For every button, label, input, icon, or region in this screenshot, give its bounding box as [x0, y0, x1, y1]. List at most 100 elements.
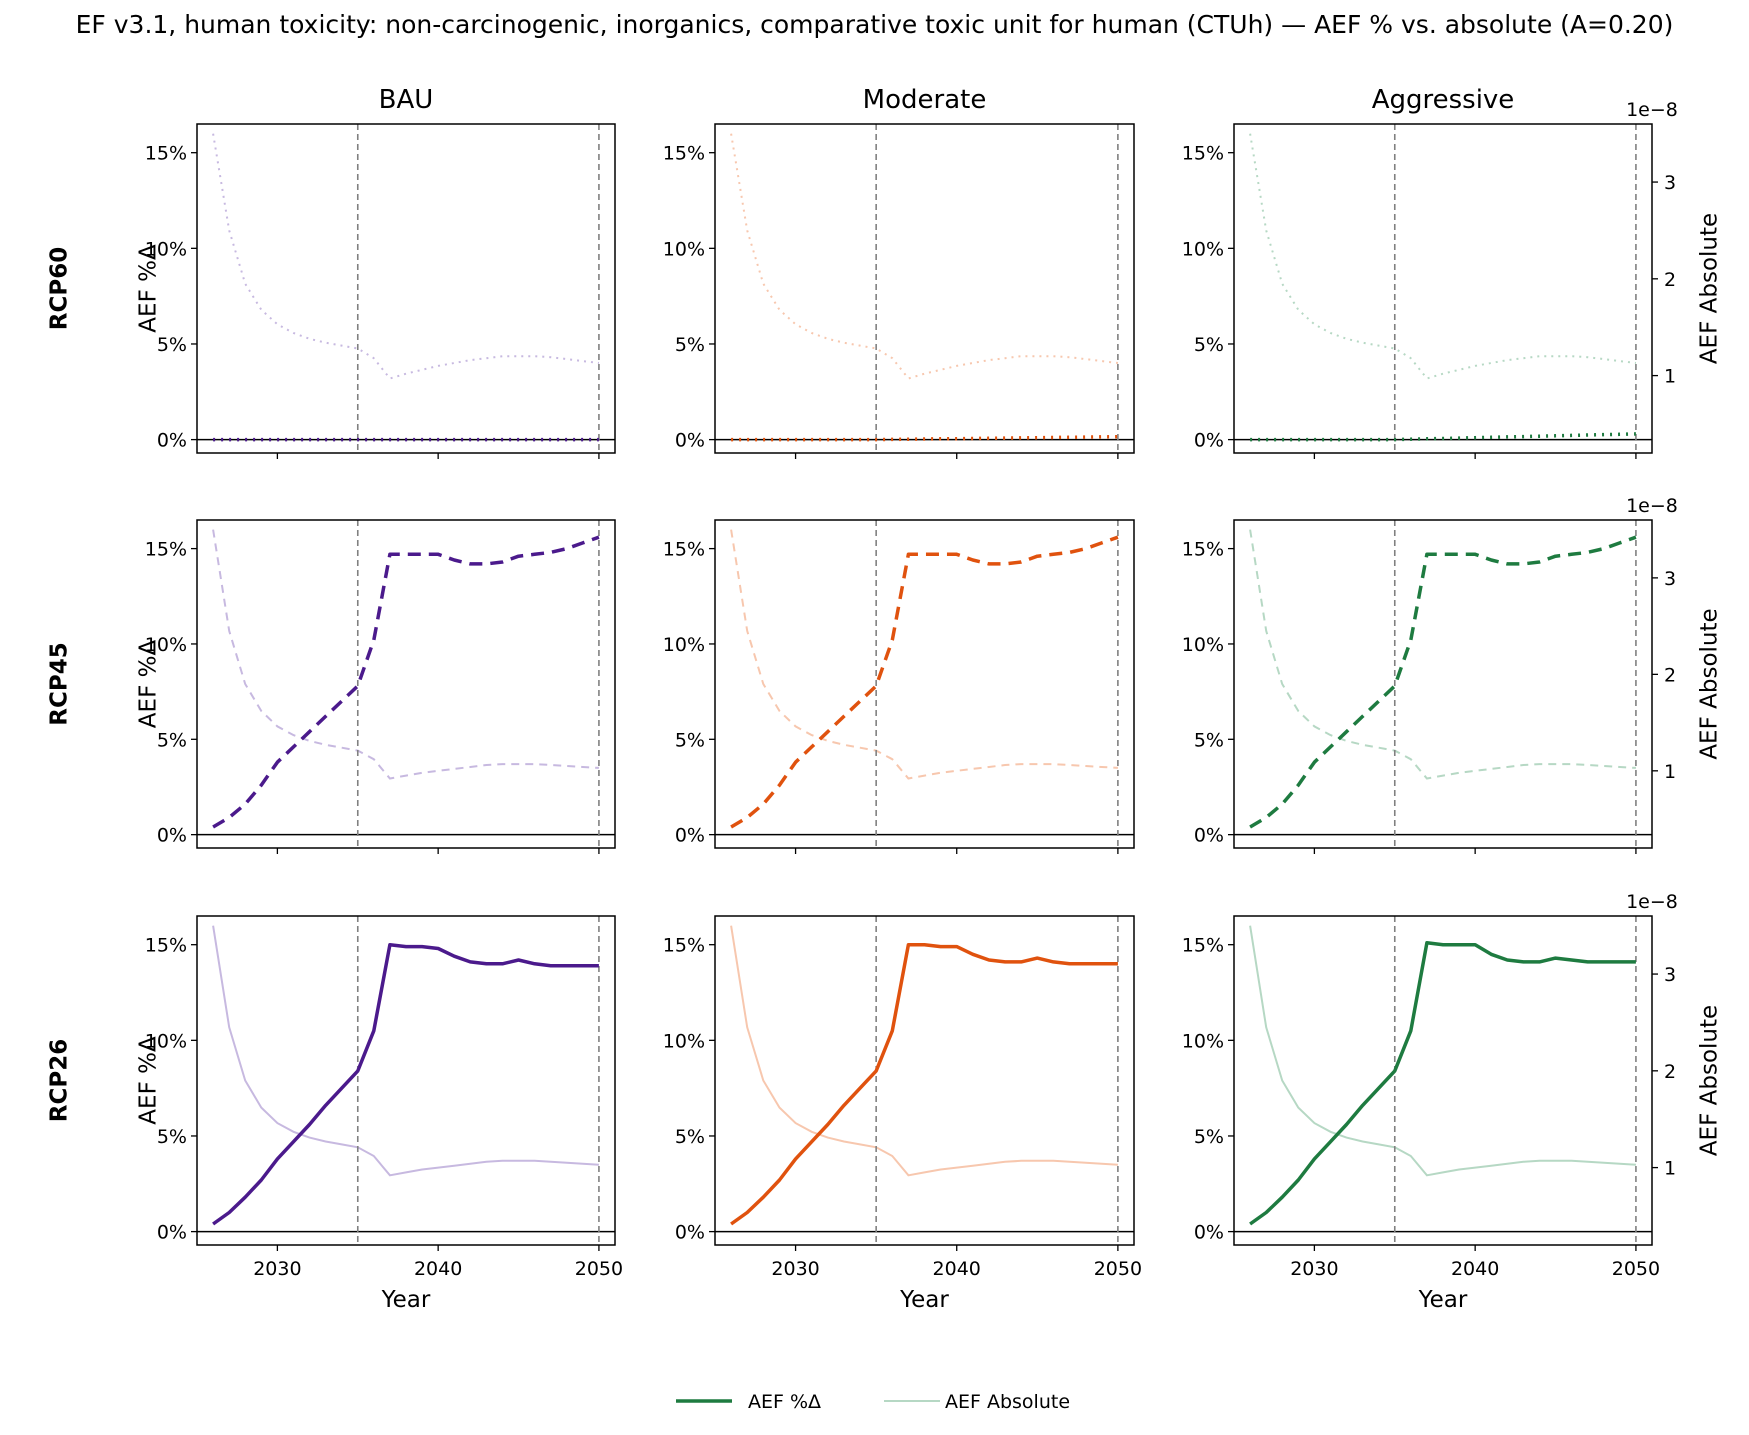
xlabel-aggressive: Year	[1418, 1287, 1468, 1313]
panel-rcp26-moderate-xtick-label: 2050	[1094, 1258, 1142, 1280]
panel-rcp26-aggressive-ytick-right-label: 2	[1664, 1061, 1676, 1083]
panel-rcp26-bau-xtick-label: 2030	[253, 1258, 301, 1280]
panel-rcp60-bau-ytick-label: 5%	[157, 334, 187, 356]
panel-rcp26-aggressive-xtick-label: 2040	[1451, 1258, 1499, 1280]
panel-rcp26-moderate-percent-line	[730, 942, 1118, 1226]
ylabel-left-rcp26: AEF %Δ	[136, 1036, 162, 1125]
panel-rcp60-bau-ytick-label: 0%	[157, 430, 187, 452]
panel-rcp60-moderate-ytick-label: 15%	[663, 143, 705, 165]
ylabel-right-rcp60: AEF Absolute	[1697, 213, 1723, 364]
panel-rcp26-aggressive-ytick-label: 15%	[1182, 935, 1224, 957]
panel-rcp26-bau-xtick-label: 2040	[414, 1258, 462, 1280]
panel-rcp60-bau-ytick-label: 15%	[145, 143, 187, 165]
panel-rcp45-aggressive-ytick-right-label: 2	[1664, 664, 1676, 686]
panel-rcp45-moderate-absolute-line	[730, 529, 1118, 780]
panel-rcp26-aggressive-offset-label: 1e−8	[1626, 891, 1678, 913]
panel-rcp45-aggressive-absolute-line	[1249, 529, 1636, 780]
panel-rcp60-aggressive-absolute-line	[1249, 133, 1637, 380]
panel-rcp26-aggressive-xtick-label: 2030	[1290, 1258, 1338, 1280]
panel-rcp45-bau-ytick-label: 15%	[145, 539, 187, 561]
panel-rcp60-aggressive-ytick-right-label: 1	[1664, 366, 1676, 388]
panel-rcp45-aggressive-ytick-label: 10%	[1182, 634, 1224, 656]
xlabel-moderate: Year	[899, 1287, 949, 1313]
panel-rcp26-bau-ytick-label: 5%	[157, 1126, 187, 1148]
panel-rcp26-moderate-ytick-label: 10%	[663, 1030, 705, 1052]
panel-rcp26-aggressive-frame	[1233, 915, 1653, 1246]
panel-rcp45-aggressive-ytick-right-label: 1	[1664, 761, 1676, 783]
panel-rcp60-moderate-ytick-label: 10%	[663, 238, 705, 260]
panel-rcp60-aggressive-ytick-label: 0%	[1194, 430, 1224, 452]
panel-rcp60-aggressive-offset-label: 1e−8	[1626, 99, 1678, 121]
panel-rcp26-moderate-frame	[714, 915, 1135, 1246]
panel-rcp26-moderate-xtick-label: 2030	[771, 1258, 819, 1280]
panel-rcp60-moderate-absolute-line	[730, 133, 1119, 380]
panel-rcp26-bau-ytick-label: 15%	[145, 935, 187, 957]
panel-rcp45-aggressive-ytick-right-label: 3	[1664, 568, 1676, 590]
panel-rcp26-bau-ytick-label: 0%	[157, 1222, 187, 1244]
panel-rcp60-moderate-percent-line	[731, 434, 1118, 442]
panel-rcp26-moderate-ytick-label: 15%	[663, 935, 705, 957]
panel-rcp45-bau-ytick-label: 5%	[157, 729, 187, 751]
legend-label-percent: AEF %Δ	[748, 1391, 821, 1413]
panel-rcp60-bau-absolute-line	[212, 133, 600, 380]
panel-rcp45-moderate-percent-line	[730, 535, 1119, 829]
panel-rcp60-moderate-ytick-label: 5%	[675, 334, 705, 356]
panel-rcp26-moderate-ytick-label: 5%	[675, 1126, 705, 1148]
panel-rcp26-moderate-absolute-line	[730, 925, 1118, 1177]
xlabel-bau: Year	[381, 1287, 431, 1313]
panel-rcp26-moderate-xtick-label: 2040	[933, 1258, 981, 1280]
panel-rcp26-aggressive-percent-line	[1249, 941, 1636, 1226]
ylabel-left-rcp60: AEF %Δ	[136, 244, 162, 333]
panel-rcp45-aggressive-ytick-label: 0%	[1194, 825, 1224, 847]
panel-rcp26-aggressive-ytick-label: 5%	[1194, 1126, 1224, 1148]
panel-rcp45-moderate-ytick-label: 5%	[675, 729, 705, 751]
column-title-aggressive: Aggressive	[1372, 85, 1515, 115]
panel-rcp26-bau-ytick-label: 10%	[145, 1030, 187, 1052]
panel-rcp45-moderate-ytick-label: 10%	[663, 634, 705, 656]
panel-rcp26-aggressive-ytick-right-label: 1	[1664, 1158, 1676, 1180]
panel-rcp45-moderate-frame	[714, 519, 1135, 849]
panel-rcp45-moderate-ytick-label: 15%	[663, 539, 705, 561]
panel-rcp26-bau-absolute-line	[212, 925, 599, 1177]
panel-rcp60-aggressive-ytick-label: 15%	[1182, 143, 1224, 165]
panel-rcp45-bau-ytick-label: 10%	[145, 634, 187, 656]
figure-title: EF v3.1, human toxicity: non-carcinogeni…	[75, 10, 1674, 39]
panel-rcp45-moderate-ytick-label: 0%	[675, 825, 705, 847]
panel-rcp45-bau-percent-line	[212, 535, 600, 829]
panel-rcp45-bau-frame	[196, 519, 616, 849]
panel-rcp60-aggressive-ytick-right-label: 3	[1664, 172, 1676, 194]
row-title-rcp60: RCP60	[47, 247, 73, 330]
panel-rcp26-aggressive-absolute-line	[1249, 925, 1636, 1177]
panel-rcp45-aggressive-ytick-label: 15%	[1182, 539, 1224, 561]
panel-rcp26-moderate-ytick-label: 0%	[675, 1222, 705, 1244]
panel-rcp60-bau-ytick-label: 10%	[145, 238, 187, 260]
panel-rcp26-aggressive-xtick-label: 2050	[1612, 1258, 1660, 1280]
panel-rcp60-bau-frame	[196, 123, 616, 454]
panel-rcp60-aggressive-percent-line	[1250, 432, 1636, 442]
row-title-rcp45: RCP45	[47, 642, 73, 725]
panel-rcp60-aggressive-ytick-right-label: 2	[1664, 269, 1676, 291]
panel-rcp60-moderate-ytick-label: 0%	[675, 430, 705, 452]
row-title-rcp26: RCP26	[47, 1039, 73, 1122]
panel-rcp26-aggressive-ytick-label: 10%	[1182, 1030, 1224, 1052]
panel-rcp26-aggressive-ytick-right-label: 3	[1664, 964, 1676, 986]
ylabel-left-rcp45: AEF %Δ	[136, 640, 162, 729]
panel-rcp45-bau-absolute-line	[212, 529, 599, 780]
panel-rcp60-aggressive-ytick-label: 5%	[1194, 334, 1224, 356]
panel-rcp26-bau-percent-line	[212, 942, 599, 1226]
panel-rcp45-aggressive-offset-label: 1e−8	[1626, 495, 1678, 517]
column-title-bau: BAU	[379, 85, 434, 115]
panel-rcp26-aggressive-ytick-label: 0%	[1194, 1222, 1224, 1244]
ylabel-right-rcp26: AEF Absolute	[1697, 1005, 1723, 1156]
ylabel-right-rcp45: AEF Absolute	[1697, 608, 1723, 759]
panel-rcp60-moderate-frame	[714, 123, 1135, 454]
panel-rcp26-bau-frame	[196, 915, 616, 1246]
panel-rcp45-aggressive-ytick-label: 5%	[1194, 729, 1224, 751]
panel-rcp45-bau-ytick-label: 0%	[157, 825, 187, 847]
legend-label-absolute: AEF Absolute	[945, 1391, 1070, 1413]
panel-rcp60-aggressive-ytick-label: 10%	[1182, 238, 1224, 260]
panel-rcp45-aggressive-percent-line	[1249, 535, 1637, 829]
panel-rcp45-aggressive-frame	[1233, 519, 1653, 849]
column-title-moderate: Moderate	[863, 85, 987, 115]
